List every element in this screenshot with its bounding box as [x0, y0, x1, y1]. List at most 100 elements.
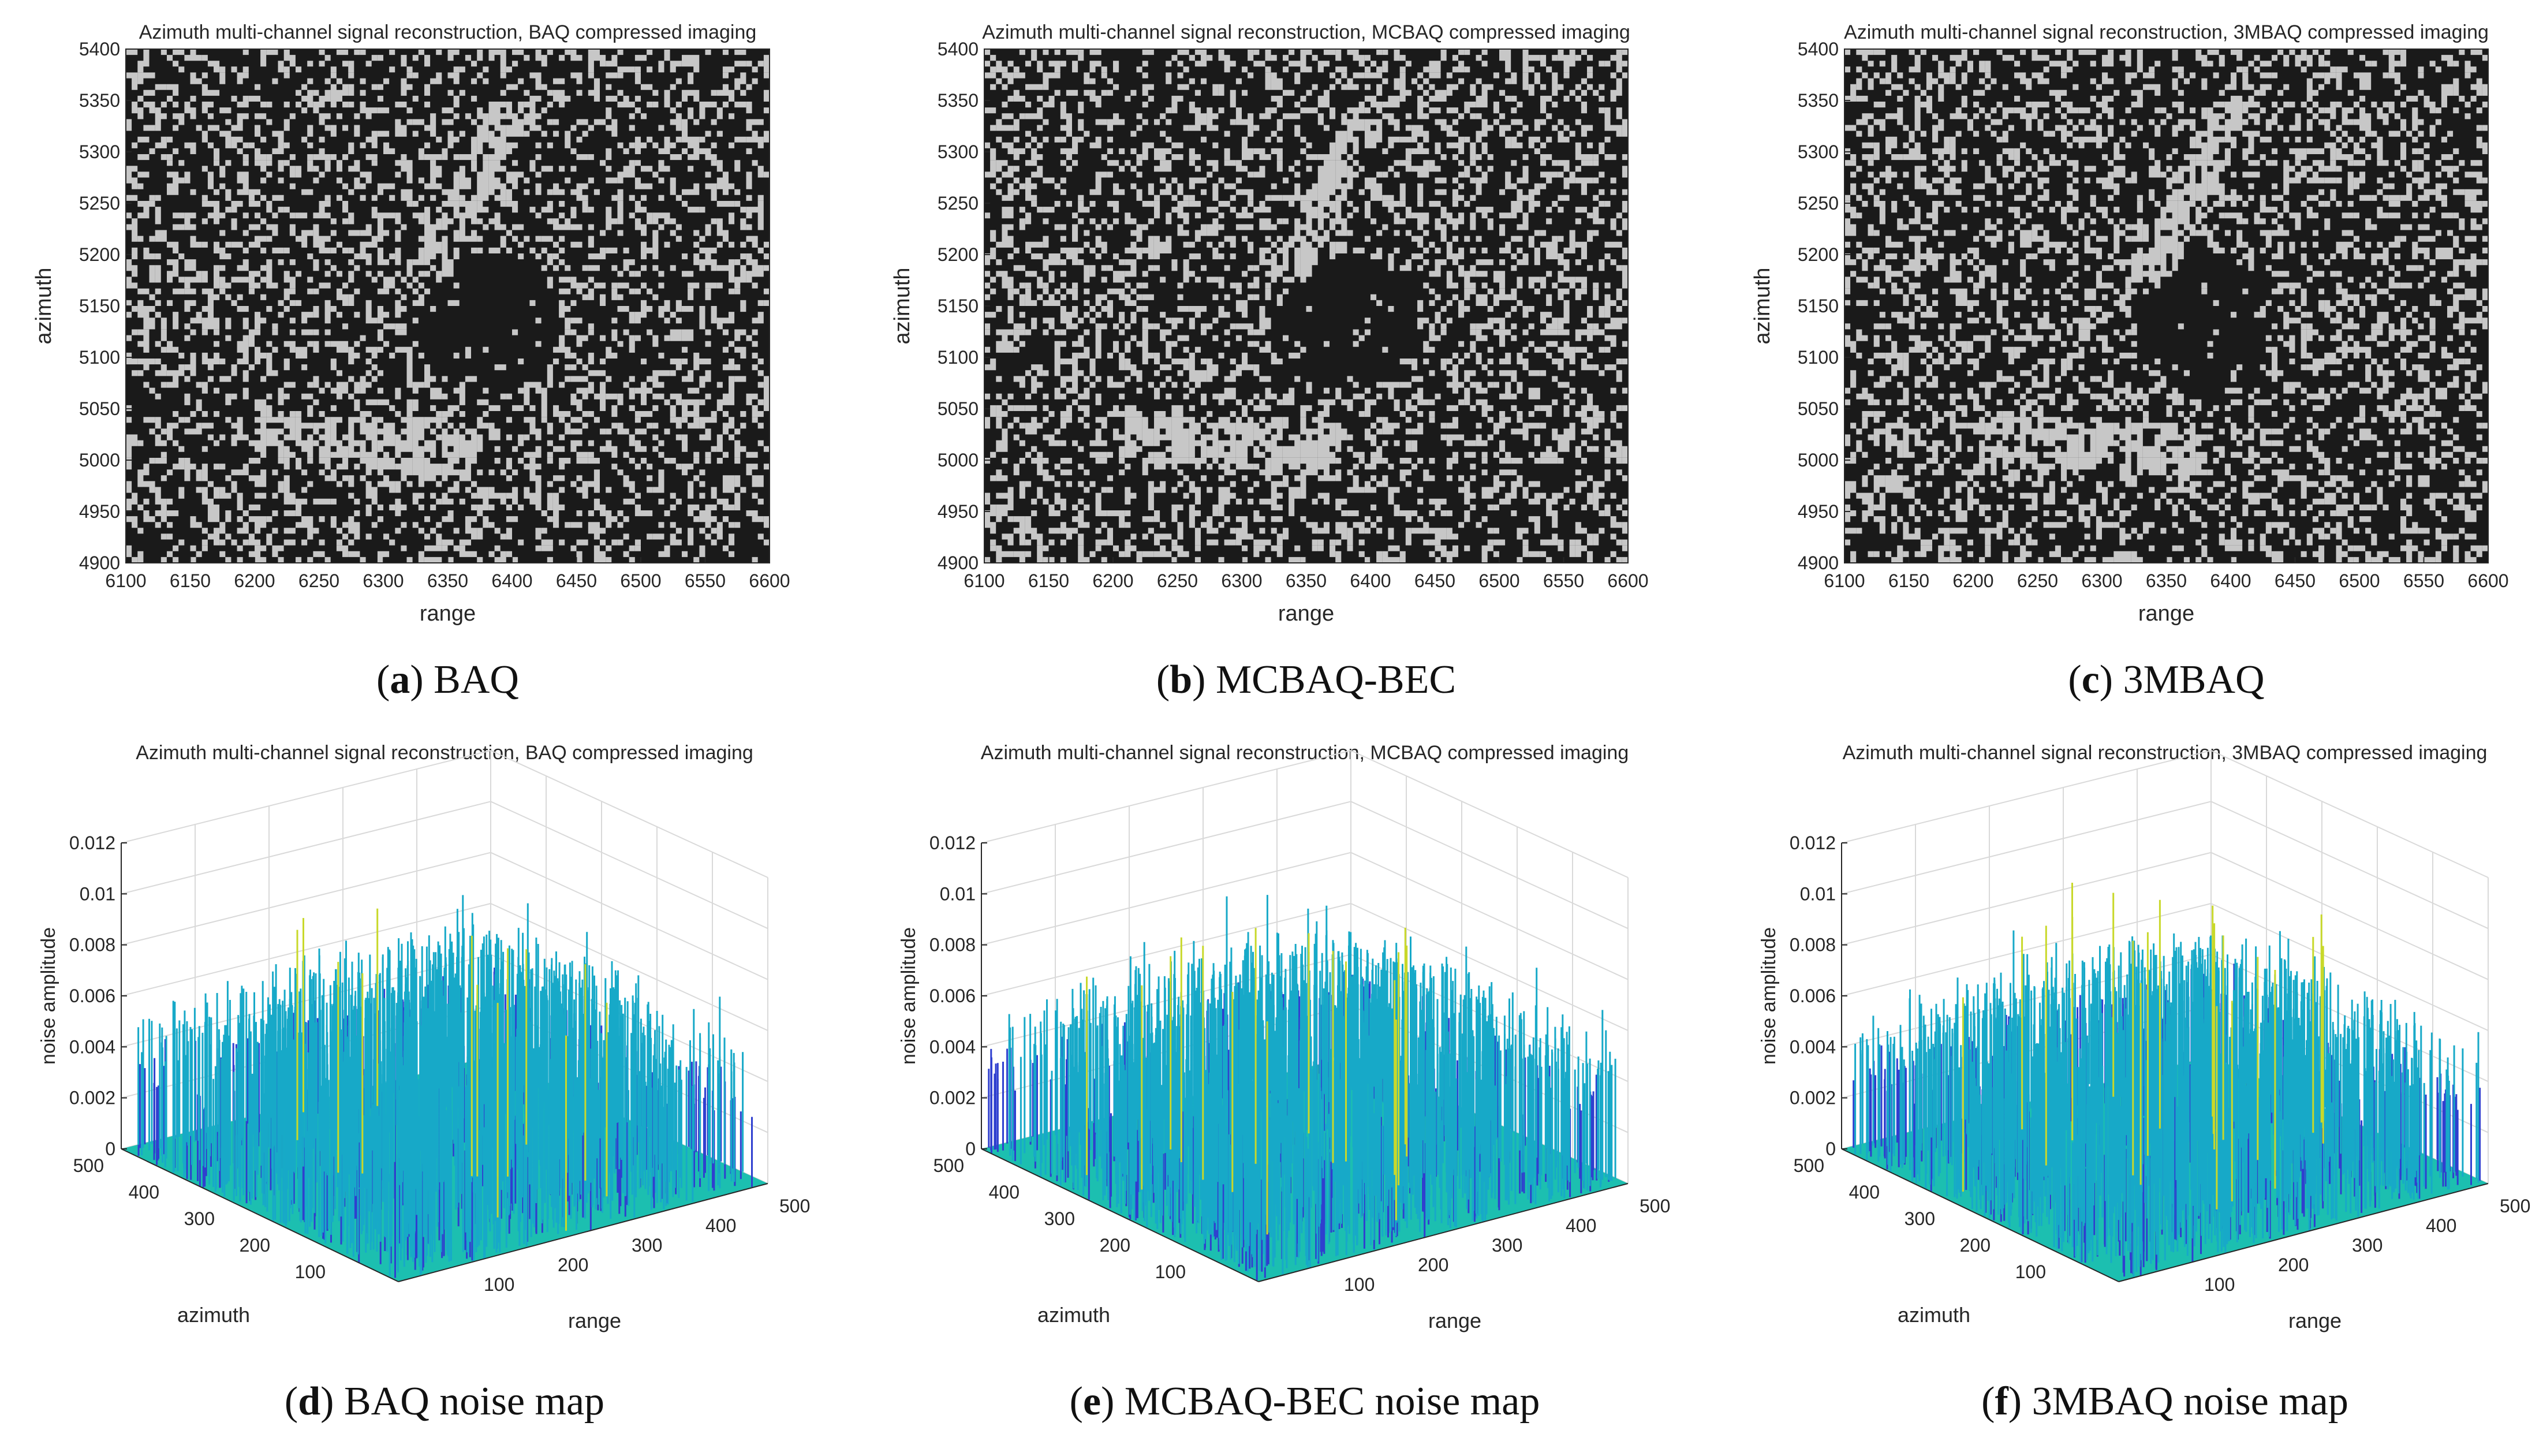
x-tick-label: 6500	[2339, 570, 2380, 591]
caption-letter: f	[1995, 1379, 2008, 1424]
x-tick-label: 6300	[1221, 570, 1262, 591]
caption-letter: e	[1083, 1379, 1101, 1424]
caption-paren-close: )	[2100, 658, 2113, 702]
caption-text: BAQ noise map	[334, 1379, 604, 1424]
z-tick-label: 0	[965, 1138, 976, 1159]
y-tick-label: 5150	[1798, 296, 1839, 316]
x-tick-label: 6100	[105, 570, 146, 591]
range-tick-label: 200	[558, 1255, 588, 1275]
y-tick-label: 5250	[938, 193, 979, 214]
range-tick-label: 100	[2204, 1274, 2235, 1295]
range-tick-label: 400	[1566, 1215, 1596, 1236]
y-tick-label: 5100	[79, 347, 120, 368]
z-tick-label: 0.008	[1790, 935, 1836, 955]
x-tick-label: 6150	[1028, 570, 1069, 591]
y-tick-label: 4900	[1798, 552, 1839, 573]
y-tick-label: 5400	[938, 39, 979, 59]
azimuth-axis-label: azimuth	[1037, 1303, 1110, 1327]
y-tick-label: 5300	[1798, 141, 1839, 162]
caption-letter: c	[2082, 658, 2100, 702]
x-tick-label: 6100	[1824, 570, 1865, 591]
x-tick-label: 6600	[749, 570, 790, 591]
z-tick-label: 0.002	[929, 1088, 976, 1108]
surface-spikes-mid	[137, 895, 744, 1276]
sar-speckle	[1844, 49, 2488, 563]
y-tick-label: 5300	[938, 141, 979, 162]
range-tick-label: 100	[1344, 1274, 1375, 1295]
z-tick-label: 0.004	[929, 1036, 976, 1057]
sar-speckle	[126, 49, 770, 563]
noise-surface	[121, 895, 768, 1282]
panel-a: Azimuth multi-channel signal reconstruct…	[32, 21, 790, 702]
y-tick-label: 5350	[1798, 90, 1839, 111]
y-axis-label: azimuth	[32, 267, 56, 344]
x-tick-label: 6350	[2146, 570, 2187, 591]
x-tick-label: 6150	[170, 570, 211, 591]
panel-title: Azimuth multi-channel signal reconstruct…	[1843, 742, 2488, 764]
azimuth-tick-label: 100	[1155, 1261, 1186, 1282]
y-tick-label: 5150	[938, 296, 979, 316]
range-axis-label: range	[1428, 1309, 1481, 1332]
caption-paren-open: (	[376, 658, 390, 702]
z-tick-label: 0.002	[69, 1088, 115, 1108]
azimuth-axis	[981, 1148, 1259, 1282]
azimuth-tick-label: 500	[1794, 1155, 1824, 1176]
azimuth-axis-label: azimuth	[1898, 1303, 1970, 1327]
x-tick-label: 6200	[234, 570, 275, 591]
z-tick-label: 0.012	[929, 832, 976, 853]
grid-line	[1350, 750, 1629, 878]
range-axis-label: range	[2288, 1309, 2342, 1332]
azimuth-tick-label: 400	[989, 1182, 1020, 1203]
azimuth-tick-label: 100	[2015, 1261, 2046, 1282]
x-axis-label: range	[2138, 602, 2194, 626]
grid-line	[121, 801, 491, 895]
noise-surface	[1842, 883, 2488, 1282]
caption-letter: d	[298, 1379, 320, 1424]
z-axis-label: noise amplitude	[38, 927, 59, 1065]
panel-caption: (e) MCBAQ-BEC noise map	[1070, 1379, 1540, 1424]
x-tick-label: 6600	[1607, 570, 1648, 591]
grid-line	[121, 852, 491, 946]
z-axis-label: noise amplitude	[898, 927, 920, 1065]
y-tick-label: 5350	[79, 90, 120, 111]
x-tick-label: 6600	[2467, 570, 2508, 591]
caption-paren-open: (	[285, 1379, 298, 1424]
grid-line	[1350, 801, 1629, 929]
sar-speckle	[984, 49, 1628, 563]
range-tick-label: 100	[484, 1274, 514, 1295]
y-tick-label: 5400	[79, 39, 120, 59]
y-tick-label: 5050	[938, 398, 979, 419]
x-tick-label: 6100	[964, 570, 1004, 591]
z-tick-label: 0.01	[80, 883, 115, 904]
grid-line	[1350, 852, 1629, 980]
z-tick-label: 0	[1825, 1138, 1836, 1159]
grid-line	[490, 852, 768, 980]
axes: 0 0.002 0.004 0.006 0.008 0.01 0.012 noise ampl…	[38, 832, 810, 1332]
y-tick-label: 5050	[79, 398, 120, 419]
caption-paren-close: )	[2008, 1379, 2022, 1424]
x-tick-label: 6200	[1092, 570, 1133, 591]
caption-letter: b	[1170, 658, 1192, 702]
surface-spikes-high	[296, 908, 608, 1231]
x-tick-label: 6550	[685, 570, 726, 591]
y-tick-label: 5150	[79, 296, 120, 316]
caption-paren-close: )	[1192, 658, 1205, 702]
range-tick-label: 500	[1640, 1196, 1670, 1216]
range-axis	[1258, 1183, 1629, 1282]
azimuth-tick-label: 300	[1905, 1208, 1935, 1229]
panel-title: Azimuth multi-channel signal reconstruct…	[136, 742, 753, 764]
grid-line	[2210, 852, 2489, 980]
range-tick-label: 300	[1492, 1235, 1522, 1256]
azimuth-tick-label: 200	[240, 1235, 270, 1256]
azimuth-tick-label: 200	[1100, 1235, 1130, 1256]
range-axis-label: range	[568, 1309, 621, 1332]
grid-line	[2210, 903, 2489, 1031]
z-tick-label: 0.006	[929, 985, 976, 1006]
x-tick-label: 6250	[1157, 570, 1198, 591]
x-tick-label: 6450	[2275, 570, 2316, 591]
z-axis-label: noise amplitude	[1758, 927, 1780, 1065]
y-tick-label: 4950	[938, 501, 979, 522]
z-tick-label: 0.006	[69, 985, 115, 1006]
x-tick-label: 6300	[2081, 570, 2122, 591]
azimuth-tick-label: 300	[184, 1208, 215, 1229]
